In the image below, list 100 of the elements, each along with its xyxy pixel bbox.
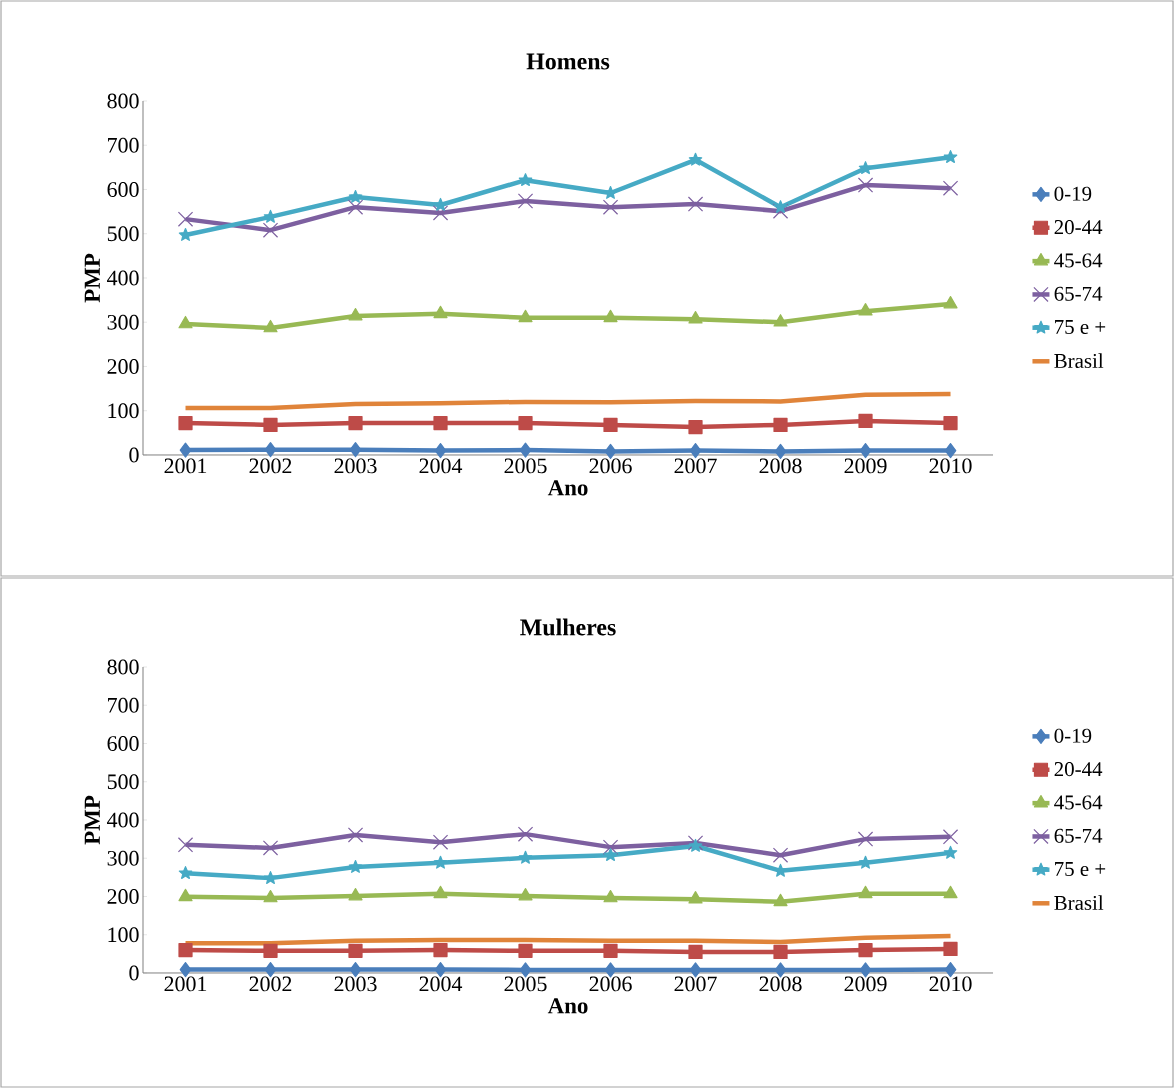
legend-label: 75 e + bbox=[1055, 862, 1106, 877]
x-tick-label: 2007 bbox=[674, 976, 717, 992]
legend-label: 75 e + bbox=[1055, 320, 1106, 335]
point bbox=[433, 885, 448, 899]
point bbox=[944, 442, 957, 459]
y-tick-label: 100 bbox=[108, 403, 139, 419]
legend-label: 20-44 bbox=[1054, 220, 1103, 235]
point bbox=[943, 416, 958, 431]
point bbox=[263, 889, 278, 903]
legend-label: Brasil bbox=[1054, 895, 1104, 911]
y-tick-label: 500 bbox=[107, 226, 139, 242]
point bbox=[177, 211, 194, 227]
legend-label: 45-64 bbox=[1054, 795, 1103, 810]
x-tick-label: 2003 bbox=[334, 976, 377, 992]
point bbox=[603, 889, 618, 903]
x-tick-label: 2009 bbox=[844, 976, 887, 992]
point bbox=[348, 416, 363, 431]
point bbox=[518, 943, 533, 958]
point bbox=[432, 834, 449, 850]
point bbox=[433, 855, 448, 869]
point bbox=[943, 885, 958, 899]
point bbox=[602, 199, 619, 215]
point bbox=[688, 311, 703, 324]
point bbox=[943, 845, 958, 859]
line-series bbox=[183, 391, 953, 411]
point bbox=[347, 199, 364, 215]
legend-label: 0-19 bbox=[1054, 728, 1092, 743]
y-tick-label: 700 bbox=[108, 697, 139, 713]
x-tick-label: 2001 bbox=[164, 976, 207, 992]
point bbox=[348, 189, 363, 203]
x-tick-label: 2004 bbox=[419, 976, 463, 992]
point bbox=[859, 442, 872, 459]
point bbox=[943, 150, 958, 164]
point bbox=[262, 840, 279, 856]
point bbox=[262, 222, 279, 238]
point bbox=[177, 837, 194, 853]
x-tick-label: 2002 bbox=[249, 976, 292, 992]
x-tick-label: 2001 bbox=[164, 458, 207, 474]
point bbox=[772, 847, 789, 863]
legend-label: 65-74 bbox=[1054, 286, 1103, 301]
point bbox=[519, 442, 532, 458]
point bbox=[263, 319, 278, 333]
point bbox=[347, 827, 364, 843]
x-tick-label: 2008 bbox=[759, 976, 802, 992]
y-tick-label: 0 bbox=[129, 447, 139, 463]
x-tick-label: 2010 bbox=[929, 458, 972, 474]
y-tick-label: 300 bbox=[107, 850, 139, 866]
point bbox=[433, 942, 448, 958]
point bbox=[603, 309, 618, 323]
point bbox=[857, 177, 874, 193]
point bbox=[518, 416, 533, 431]
point bbox=[178, 888, 193, 902]
point bbox=[773, 944, 788, 960]
legend-label: 0-19 bbox=[1054, 186, 1092, 201]
point bbox=[178, 866, 193, 880]
point bbox=[517, 826, 534, 842]
point bbox=[179, 442, 192, 458]
x-tick-label: 2010 bbox=[929, 976, 972, 992]
point bbox=[858, 885, 873, 899]
point bbox=[348, 307, 363, 321]
point bbox=[518, 309, 533, 323]
point bbox=[178, 416, 193, 431]
point bbox=[263, 417, 278, 432]
point bbox=[688, 891, 703, 904]
y-tick-label: 300 bbox=[107, 314, 139, 330]
point bbox=[602, 839, 619, 855]
point bbox=[942, 829, 959, 845]
point bbox=[603, 417, 618, 432]
x-tick-label: 2005 bbox=[504, 976, 547, 992]
point bbox=[773, 314, 788, 327]
point bbox=[687, 196, 704, 212]
point bbox=[858, 161, 873, 175]
y-tick-label: 600 bbox=[107, 736, 139, 751]
legend-label: 65-74 bbox=[1054, 828, 1103, 843]
y-tick-label: 700 bbox=[108, 137, 139, 153]
point bbox=[518, 173, 533, 187]
x-tick-label: 2002 bbox=[249, 458, 292, 474]
x-tick-label: 2006 bbox=[589, 458, 632, 474]
point bbox=[603, 943, 618, 958]
y-tick-label: 800 bbox=[107, 659, 139, 675]
x-tick-label: 2004 bbox=[419, 458, 463, 474]
legend-label: Brasil bbox=[1054, 353, 1104, 369]
x-tick-label: 2005 bbox=[504, 458, 547, 474]
y-tick-label: 600 bbox=[107, 182, 139, 197]
point bbox=[434, 442, 447, 459]
y-tick-label: 200 bbox=[107, 889, 139, 904]
point bbox=[858, 303, 873, 316]
legend-label: 45-64 bbox=[1054, 253, 1103, 268]
chart-title: Homens bbox=[526, 53, 610, 70]
point bbox=[858, 413, 873, 429]
y-tick-label: 100 bbox=[108, 927, 139, 943]
point bbox=[263, 871, 278, 884]
point bbox=[943, 295, 958, 309]
y-tick-label: 0 bbox=[129, 965, 139, 981]
point bbox=[858, 942, 873, 958]
point bbox=[432, 205, 449, 221]
point bbox=[773, 893, 788, 907]
point bbox=[178, 315, 193, 329]
point bbox=[688, 152, 703, 166]
legend-label: 20-44 bbox=[1054, 762, 1103, 777]
